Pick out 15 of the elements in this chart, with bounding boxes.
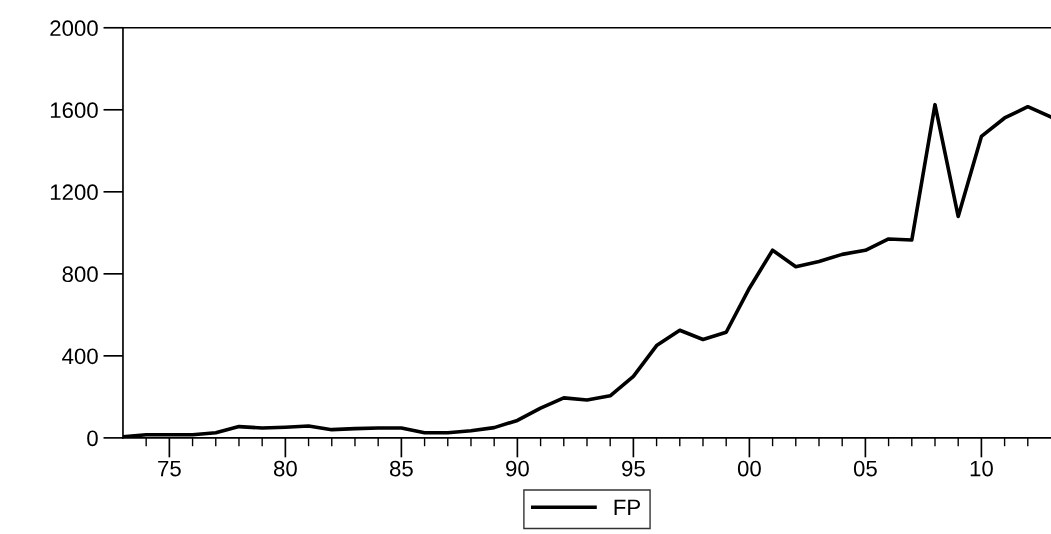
x-tick-label: 90 (506, 460, 529, 477)
x-tick-label: 85 (389, 460, 413, 477)
y-tick-label: 400 (62, 348, 98, 365)
legend-label: FP (614, 499, 641, 515)
x-tick-label: 05 (853, 460, 877, 477)
x-tick-label: 00 (737, 460, 761, 477)
y-tick-label: 1200 (50, 184, 98, 201)
y-tick-label: 0 (87, 430, 98, 447)
y-tick-label: 800 (62, 266, 98, 283)
x-tick-label: 95 (622, 460, 645, 477)
y-tick-label: 2000 (50, 20, 98, 37)
x-tick-label: 80 (273, 460, 297, 477)
x-tick-label: 75 (158, 460, 181, 477)
x-tick-label: 10 (970, 460, 993, 477)
y-tick-label: 1600 (50, 102, 98, 119)
